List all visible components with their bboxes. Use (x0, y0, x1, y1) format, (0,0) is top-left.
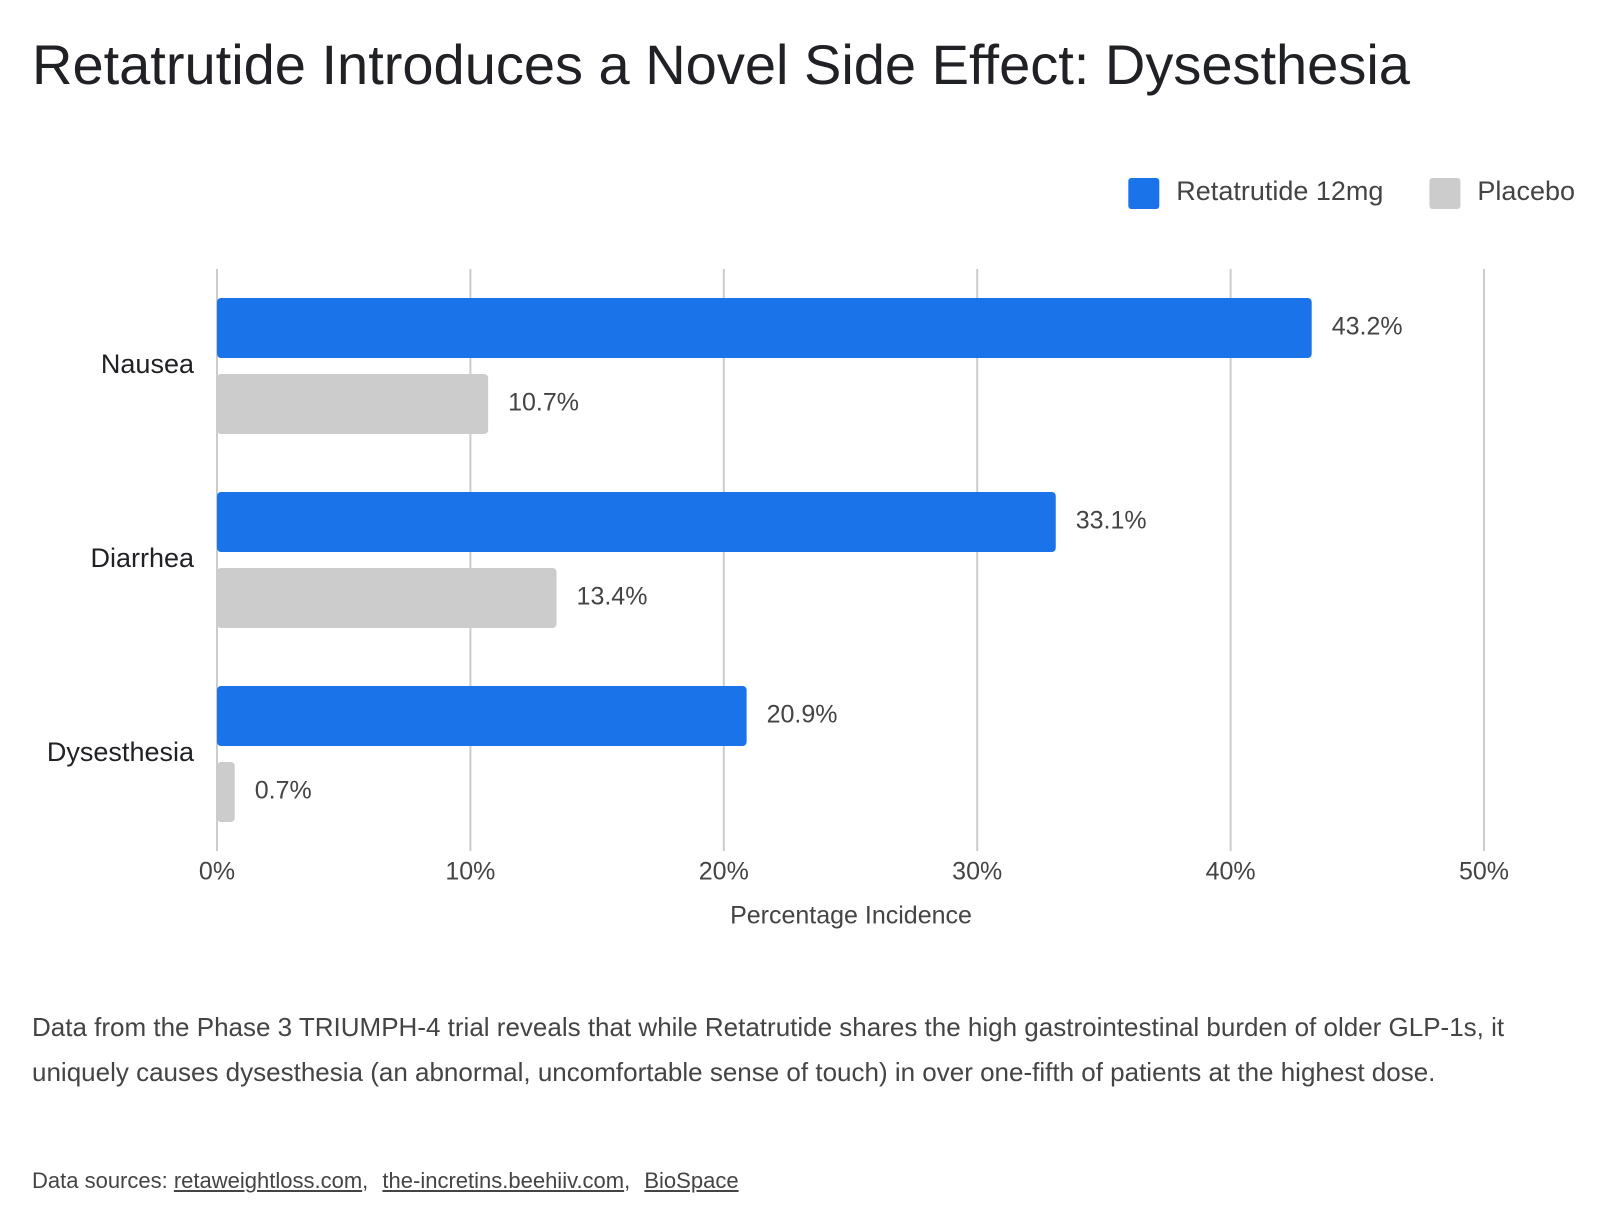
x-axis-title: Percentage Incidence (730, 902, 972, 930)
data-label: 33.1% (1076, 507, 1147, 535)
legend-label: Placebo (1477, 176, 1575, 206)
sources-label: Data sources: (32, 1168, 168, 1193)
legend-label: Retatrutide 12mg (1176, 176, 1383, 206)
data-label: 10.7% (508, 389, 579, 417)
sources: Data sources: retaweightloss.com the-inc… (32, 1168, 739, 1194)
y-tick-label: Nausea (101, 349, 195, 379)
y-tick-label: Diarrhea (90, 543, 195, 573)
chart-title: Retatrutide Introduces a Novel Side Effe… (32, 33, 1411, 96)
legend-swatch (1128, 178, 1160, 209)
chart: Retatrutide Introduces a Novel Side Effe… (32, 33, 1575, 930)
bar (217, 568, 557, 628)
x-tick-label: 30% (952, 858, 1002, 886)
source-link[interactable]: retaweightloss.com (174, 1168, 376, 1193)
data-label: 43.2% (1332, 313, 1403, 341)
data-label: 0.7% (255, 777, 312, 805)
x-tick-label: 40% (1206, 858, 1256, 886)
source-link[interactable]: the-incretins.beehiiv.com (382, 1168, 638, 1193)
x-tick-label: 10% (445, 858, 495, 886)
bar (217, 298, 1312, 358)
bar (217, 374, 489, 434)
bar (217, 762, 235, 822)
y-tick-label: Dysesthesia (47, 737, 195, 767)
description: Data from the Phase 3 TRIUMPH-4 trial re… (32, 1012, 1505, 1087)
data-label: 13.4% (577, 583, 648, 611)
bar (217, 686, 747, 746)
data-label: 20.9% (767, 701, 838, 729)
x-tick-label: 50% (1459, 858, 1509, 886)
bar (217, 492, 1056, 552)
legend-swatch (1429, 178, 1461, 209)
x-tick-label: 0% (199, 858, 235, 886)
source-link[interactable]: BioSpace (644, 1168, 739, 1193)
x-tick-label: 20% (699, 858, 749, 886)
